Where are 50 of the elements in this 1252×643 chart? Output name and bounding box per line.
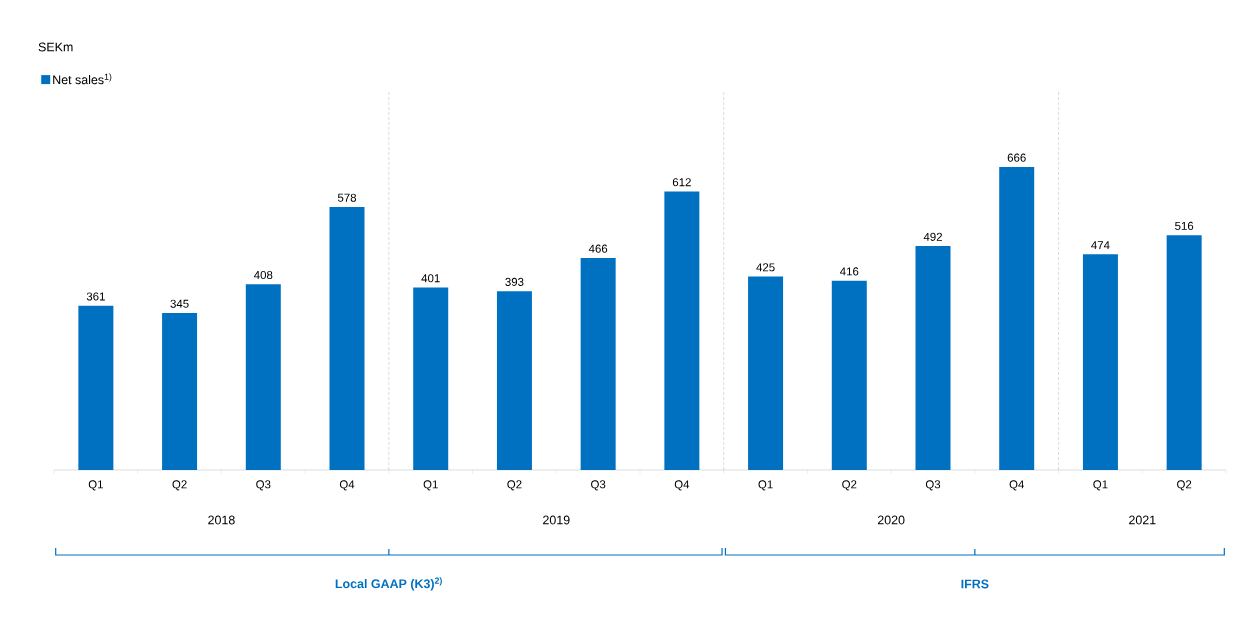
- text: 2021: [1129, 515, 1156, 525]
- legend-label: Net sales$^{1)}$: [53, 73, 112, 85]
- x-tick-label: Q2: [172, 480, 187, 491]
- data-label: 612: [672, 178, 691, 187]
- x-tick-label: Q1: [1093, 480, 1108, 491]
- bar: [329, 206, 365, 470]
- text: Local GAAP (K3)$^{2)}$: [335, 577, 442, 591]
- data-label: 466: [588, 244, 608, 253]
- data-label: 361: [86, 292, 105, 301]
- data-label: 578: [337, 193, 357, 202]
- x-tick-label: Q2: [842, 480, 857, 491]
- bar: [245, 284, 281, 470]
- x-tick-label: Q4: [1009, 480, 1025, 491]
- x-tick-label: Q1: [423, 480, 438, 491]
- x-tick-label: Q3: [256, 480, 271, 491]
- data-label: 345: [170, 299, 189, 308]
- bar: [496, 291, 532, 470]
- x-tick-label: Q4: [339, 480, 355, 491]
- bar: [664, 191, 700, 470]
- bar: [580, 257, 616, 470]
- text: 2019: [543, 515, 570, 525]
- bar: [78, 305, 114, 470]
- data-label: 401: [421, 274, 440, 283]
- x-tick-label: Q1: [758, 480, 773, 491]
- data-label: 393: [505, 277, 524, 286]
- data-label: 516: [1175, 221, 1194, 230]
- bar: [162, 312, 198, 470]
- bar: [999, 166, 1035, 470]
- x-tick-label: Q1: [88, 480, 103, 491]
- x-tick-label: Q2: [1177, 480, 1192, 491]
- text: 2020: [877, 515, 905, 525]
- bar: [1166, 235, 1202, 470]
- data-label: 416: [840, 267, 859, 276]
- text: 2018: [208, 515, 235, 525]
- text: IFRS: [961, 579, 989, 589]
- data-label: 408: [254, 270, 273, 280]
- data-label: 425: [756, 263, 775, 272]
- data-label: 666: [1007, 153, 1026, 162]
- data-label: 492: [923, 232, 942, 241]
- y-axis-title: SEKm: [38, 42, 73, 52]
- data-label: 474: [1091, 241, 1110, 250]
- x-tick-label: Q4: [674, 480, 690, 491]
- bar: [831, 280, 867, 470]
- bar: [1082, 254, 1118, 470]
- bar: [748, 276, 784, 470]
- x-tick-label: Q3: [925, 480, 941, 491]
- bar: [413, 287, 449, 470]
- bar: [915, 246, 951, 470]
- x-tick-label: Q2: [507, 480, 522, 491]
- x-tick-label: Q3: [591, 480, 606, 491]
